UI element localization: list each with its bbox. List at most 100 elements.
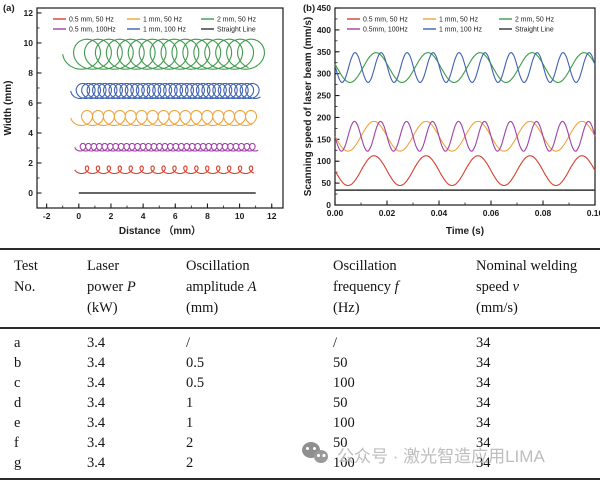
- y-tick-label: 2: [28, 158, 33, 168]
- header-line: (mm/s): [476, 300, 518, 316]
- y-tick-label: 200: [317, 112, 331, 122]
- chart-a-oscillation-trajectories: -2 0 2 4 6 8 10 12 0 2 4 6 8 10 12 Distance （mm） Width (…: [3, 3, 284, 237]
- legend-label: 1 mm, 100 Hz: [439, 27, 482, 34]
- header-line: Oscillation: [186, 258, 250, 274]
- legend-label: 0.5mm, 100Hz: [363, 27, 408, 34]
- table-cell: 0.5: [186, 355, 205, 371]
- series-1-mm-50-hz: [70, 109, 258, 127]
- x-tick-label: 0.06: [483, 208, 500, 218]
- table-cell: 3.4: [87, 335, 106, 351]
- table-cell: 34: [476, 435, 491, 451]
- legend-label: 1 mm, 100 Hz: [143, 27, 186, 34]
- series-0-5mm-100hz: [334, 120, 596, 152]
- x-tick-label: 0.04: [431, 208, 448, 218]
- table-cell: 34: [476, 395, 491, 411]
- parameters-table: Test No. Laser power P (kW) Oscillation …: [0, 248, 600, 480]
- legend-label: 0.5 mm, 50 Hz: [363, 17, 408, 24]
- chart-b-scanning-speed: 0.00 0.02 0.04 0.06 0.08 0.10 0 50 100 150 200 250 3…: [303, 3, 600, 237]
- header-line: (kW): [87, 300, 118, 316]
- table-cell: 100: [333, 415, 355, 431]
- parameters-table-wrap: Test No. Laser power P (kW) Oscillation …: [0, 248, 600, 480]
- y-tick-label: 450: [317, 3, 331, 13]
- series-1-mm-100-hz: [334, 52, 596, 83]
- y-tick-label: 10: [24, 38, 34, 48]
- x-tick-label: 0.02: [379, 208, 396, 218]
- table-cell: 50: [333, 435, 348, 451]
- series-2-mm-50-hz: [62, 38, 265, 70]
- header-line: frequency f: [333, 279, 399, 295]
- header-line: Laser: [87, 258, 120, 274]
- table-cell: 3.4: [87, 415, 106, 431]
- y-tick-label: 4: [28, 128, 33, 138]
- table-row: c 3.4 0.5 100 34: [0, 374, 600, 394]
- series-1-mm-100-hz: [70, 82, 261, 100]
- table-cell: 50: [333, 395, 348, 411]
- header-line: speed v: [476, 279, 520, 295]
- legend-label: 1 mm, 50 Hz: [143, 17, 183, 24]
- y-tick-label: 400: [317, 25, 331, 35]
- table-row: d 3.4 1 50 34: [0, 394, 600, 414]
- y-tick-label: 100: [317, 156, 331, 166]
- legend-label: Straight Line: [515, 27, 554, 34]
- table-cell: 100: [333, 375, 355, 391]
- charts-row: -2 0 2 4 6 8 10 12 0 2 4 6 8 10 12 Distance （mm） Width (…: [3, 3, 600, 237]
- table-cell: 34: [476, 375, 491, 391]
- table-cell: e: [14, 415, 21, 431]
- series-0-5-mm-100hz: [74, 142, 259, 152]
- y-tick-label: 150: [317, 134, 331, 144]
- table-cell: 100: [333, 455, 355, 471]
- series-0-5-mm-50-hz: [334, 155, 596, 187]
- table-cell: 2: [186, 455, 194, 471]
- panel-label: (b): [303, 3, 315, 14]
- x-tick-label: 10: [235, 211, 245, 221]
- header-line: Nominal welding: [476, 258, 578, 274]
- header-line: (Hz): [333, 300, 360, 316]
- y-axis-label: Scanning speed of laser beam (mm/s): [303, 17, 314, 197]
- x-tick-label: 6: [173, 211, 178, 221]
- table-cell: f: [14, 435, 19, 451]
- x-tick-label: -2: [43, 211, 51, 221]
- table-cell: 3.4: [87, 455, 106, 471]
- col-header-laser-power: Laser power P (kW): [72, 249, 171, 329]
- header-line: No.: [14, 279, 36, 295]
- table-cell: 1: [186, 415, 194, 431]
- table-cell: 34: [476, 355, 491, 371]
- x-tick-label: 0: [76, 211, 81, 221]
- header-line: amplitude A: [186, 279, 257, 295]
- y-tick-label: 12: [24, 8, 34, 18]
- y-tick-label: 6: [28, 98, 33, 108]
- table-cell: /: [333, 335, 338, 351]
- x-tick-label: 8: [205, 211, 210, 221]
- table-cell: a: [14, 335, 21, 351]
- legend-label: 0.5 mm, 50 Hz: [69, 17, 114, 24]
- table-row: a 3.4 / / 34: [0, 328, 600, 354]
- table-cell: 34: [476, 455, 491, 471]
- x-tick-label: 2: [109, 211, 114, 221]
- x-tick-label: 0.00: [327, 208, 344, 218]
- table-cell: 3.4: [87, 395, 106, 411]
- table-cell: b: [14, 355, 22, 371]
- table-cell: 2: [186, 435, 194, 451]
- table-cell: 3.4: [87, 375, 106, 391]
- x-tick-label: 0.10: [587, 208, 600, 218]
- y-tick-label: 0: [28, 188, 33, 198]
- x-tick-label: 0.08: [535, 208, 552, 218]
- legend-label: Straight Line: [217, 27, 256, 34]
- col-header-oscillation-frequency: Oscillation frequency f (Hz): [318, 249, 461, 329]
- y-tick-label: 50: [322, 178, 332, 188]
- table-row: g 3.4 2 100 34: [0, 454, 600, 480]
- table-body: a 3.4 / / 34 b 3.4 0.5 50 34 c 3.4 0.5 100 34 d 3.4 1 50 34…: [0, 328, 600, 479]
- table-cell: /: [186, 335, 191, 351]
- table-cell: c: [14, 375, 21, 391]
- legend-label: 2 mm, 50 Hz: [515, 17, 555, 24]
- x-axis-label: Time (s): [446, 226, 484, 237]
- legend-label: 1 mm, 50 Hz: [439, 17, 479, 24]
- table-cell: 34: [476, 335, 491, 351]
- y-tick-label: 350: [317, 47, 331, 57]
- series-0-5-mm-50-hz: [74, 165, 255, 175]
- legend-label: 0.5 mm, 100Hz: [69, 27, 116, 34]
- y-tick-label: 300: [317, 69, 331, 79]
- table-cell: 50: [333, 355, 348, 371]
- header-line: Test: [14, 258, 38, 274]
